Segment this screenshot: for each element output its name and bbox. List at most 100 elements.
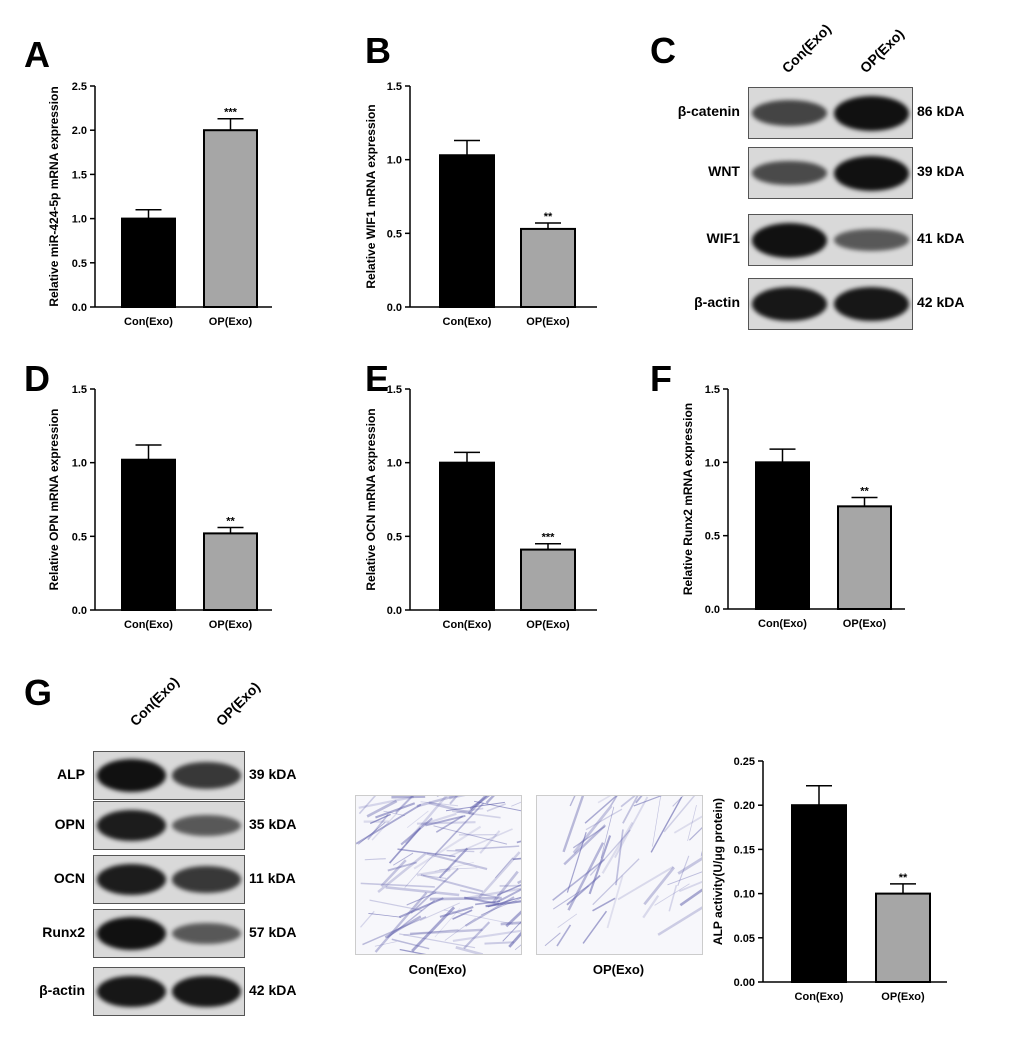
bar-OP(Exo) [520,548,576,611]
panel-label-a: A [24,34,50,75]
stain-fiber [425,814,466,827]
stain-fiber [377,852,427,893]
stain-fiber [563,824,607,866]
blot-band [752,100,828,126]
bar-OP(Exo) [203,532,258,611]
y-tick-label: 0.20 [734,800,755,812]
stain-fiber [585,808,623,831]
blot-kda-label: 42 kDA [249,981,297,998]
stain-fiber [544,932,561,947]
stain-fiber [615,829,624,886]
y-tick-label: 1.5 [705,384,720,396]
blot-row-label: OCN [53,869,85,886]
stain-fiber [569,796,576,807]
stain-fiber [443,909,514,925]
blot-band [97,864,166,895]
y-tick-label: 1.5 [387,81,402,93]
bar-OP(Exo) [875,892,931,983]
y-tick-label: 0.25 [734,756,755,768]
blot-strip [93,751,245,800]
stain-fiber [667,871,702,886]
stain-fiber [434,861,474,872]
stain-fiber [557,913,578,928]
panel-label-g: G [24,672,53,713]
panel-label-c: C [650,30,676,71]
stain-fiber [439,906,474,918]
y-axis-label: ALP activity(U/μg protein) [711,798,725,945]
stain-fiber [410,928,483,936]
stain-fiber [434,908,461,938]
y-tick-label: 0.0 [387,605,402,617]
stain-fiber [588,835,612,895]
blot-strip [748,278,913,330]
blot-kda-label: 57 kDA [249,923,297,940]
y-tick-label: 0.5 [387,531,402,543]
stain-fiber [496,888,521,903]
stain-fiber [642,894,660,919]
stain-fiber [502,921,521,942]
stain-fiber [486,803,506,812]
stain-fiber [643,866,676,906]
stain-fiber [406,810,429,829]
significance-label: ** [226,515,235,527]
stain-fiber [485,900,521,908]
blot-band [97,975,166,1008]
y-tick-label: 1.5 [72,169,87,181]
stain-fiber [413,825,482,870]
blot-band [97,810,166,841]
stain-fiber [399,933,476,949]
stain-fiber [687,804,697,842]
stain-fiber [416,821,476,825]
y-axis-label: Relative OPN mRNA expression [47,409,61,591]
blot-band [752,287,828,321]
y-tick-label: 1.0 [387,458,402,470]
blot-row-label: ALP [57,765,85,782]
blot-strip [93,909,245,958]
blot-row-label: β-actin [39,981,85,998]
y-tick-label: 1.0 [72,458,87,470]
stain-fiber [452,810,501,819]
blot-strip [748,147,913,199]
stain-fiber [679,888,702,907]
stain-fiber [455,946,484,954]
stain-fiber [663,796,696,833]
blot-band [172,866,241,893]
y-tick-label: 2.0 [72,125,87,137]
bar-Con(Exo) [791,804,847,984]
y-axis-label: Relative OCN mRNA expression [364,408,378,590]
blot-strip [93,801,245,850]
y-axis-label: Relative miR-424-5p mRNA expression [47,86,61,306]
stain-fiber [374,891,428,953]
stain-fiber [371,812,398,841]
stain-fiber [391,938,430,950]
blot-kda-label: 35 kDA [249,815,297,832]
blot-row-label: β-catenin [677,103,740,119]
blot-kda-label: 41 kDA [917,230,965,246]
x-tick-label: OP(Exo) [209,619,253,631]
blot-row-label: WNT [708,163,740,179]
stain-fiber [452,929,521,942]
bar-chart-f: 0.0 0.5 1.0 1.5 Relative Runx2 mRNA expressi… [681,384,905,630]
stain-fiber [601,821,634,874]
stain-fiber [384,915,422,939]
stain-fiber [552,858,605,901]
panel-label-e: E [365,358,390,399]
stain-fiber [358,796,377,815]
stain-fiber [444,917,476,941]
y-tick-label: 0.0 [72,605,87,617]
stain-fiber [358,796,415,809]
stain-fiber [620,796,636,808]
stain-fiber [464,887,521,900]
stain-fiber [678,880,702,893]
blot-strip [748,214,913,266]
stain-texture [356,796,521,954]
y-tick-label: 0.5 [705,531,720,543]
alp-stain-op-caption: OP(Exo) [592,962,645,977]
y-tick-label: 0.00 [734,977,755,989]
stain-fiber [505,910,521,928]
stain-fiber [474,800,521,812]
stain-fiber [589,829,631,876]
blot-band [752,222,828,258]
stain-fiber [374,941,397,947]
